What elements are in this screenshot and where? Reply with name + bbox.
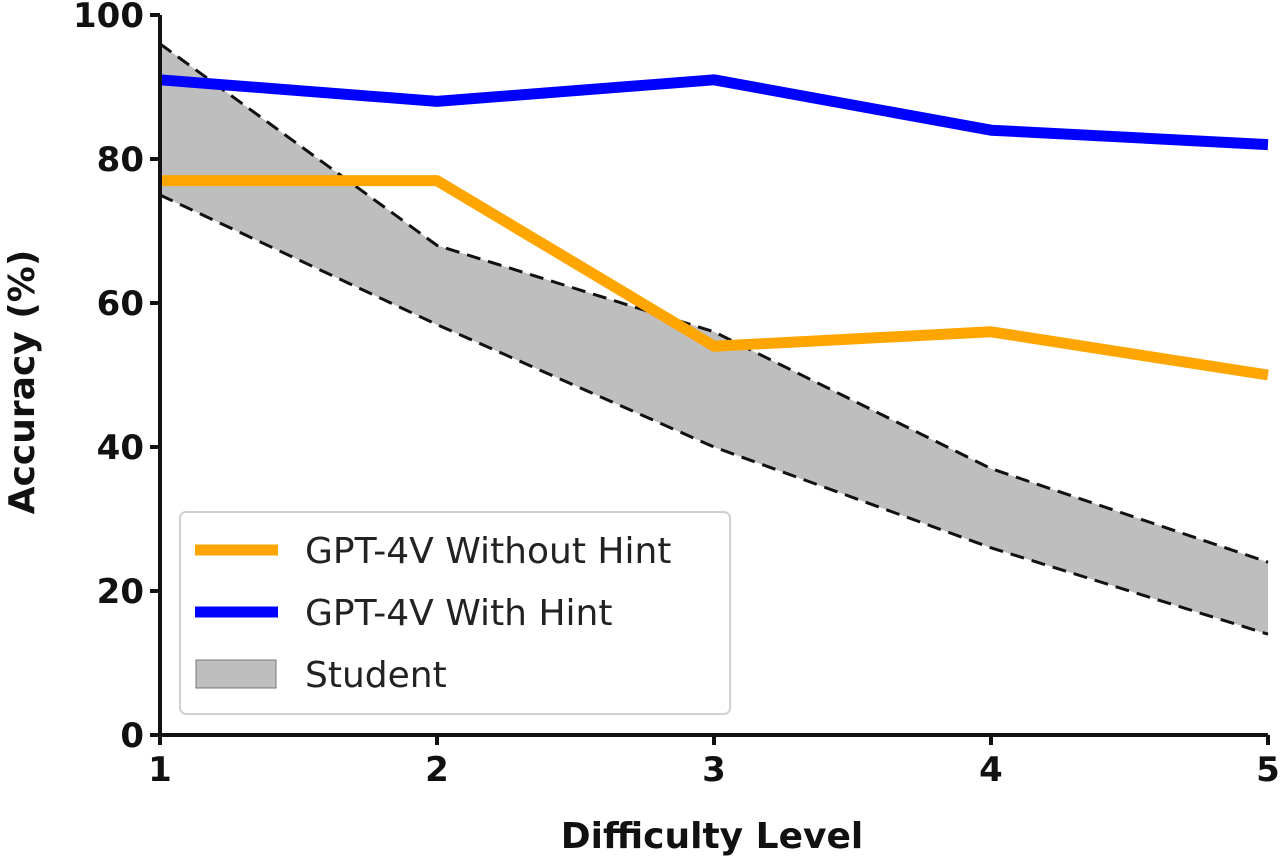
legend-label-student: Student bbox=[305, 655, 447, 696]
x-tick-label: 3 bbox=[702, 750, 726, 790]
x-tick-label: 1 bbox=[148, 750, 172, 790]
x-axis-label: Difficulty Level bbox=[561, 816, 863, 857]
legend-swatch-student bbox=[195, 659, 277, 689]
y-tick-label: 20 bbox=[97, 572, 144, 612]
legend: GPT-4V Without Hint GPT-4V With Hint Stude… bbox=[179, 511, 731, 715]
student-band bbox=[160, 43, 1268, 635]
x-tick-label: 4 bbox=[979, 750, 1003, 790]
series-line-gpt-4v-without-hint bbox=[160, 175, 1269, 381]
x-tick-label: 5 bbox=[1256, 750, 1280, 790]
y-tick-label: 80 bbox=[97, 140, 144, 180]
y-tick-label: 60 bbox=[97, 284, 144, 324]
legend-label-gpt-4v-without-hint: GPT-4V Without Hint bbox=[305, 531, 671, 572]
series-line-gpt-4v-with-hint bbox=[159, 74, 1269, 151]
y-tick-label: 0 bbox=[120, 716, 144, 756]
y-tick-label: 100 bbox=[73, 0, 144, 36]
x-tick-label: 2 bbox=[425, 750, 449, 790]
student-band-upper-edge bbox=[159, 42, 1269, 564]
legend-frame bbox=[179, 511, 731, 715]
student-band-lower-edge bbox=[159, 193, 1269, 636]
legend-label-gpt-4v-with-hint: GPT-4V With Hint bbox=[305, 593, 612, 634]
y-tick-label: 40 bbox=[97, 428, 144, 468]
y-axis-label: Accuracy (%) bbox=[2, 250, 43, 515]
